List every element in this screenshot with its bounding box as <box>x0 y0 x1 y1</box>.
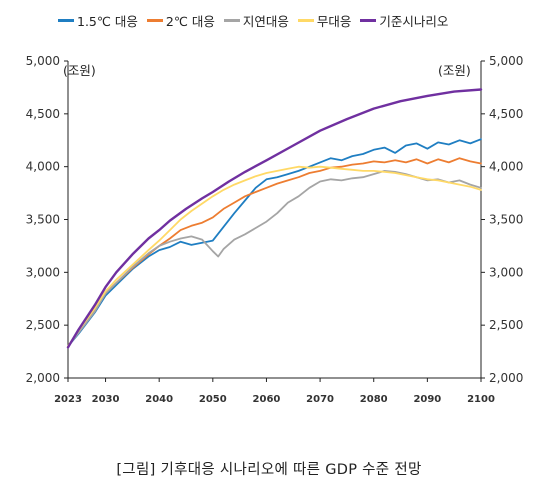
series-line-1 <box>67 138 482 348</box>
y-axis-unit-right: (조원) <box>438 63 471 78</box>
legend-item: 2℃ 대응 <box>146 11 215 30</box>
legend-swatch <box>58 19 74 22</box>
legend-item: 무대응 <box>297 11 352 30</box>
legend-label: 기준시나리오 <box>379 14 449 29</box>
y-tick-label-right: 4,000 <box>489 160 523 174</box>
y-tick-label-right: 3,500 <box>489 213 523 227</box>
y-tick-label-right: 4,500 <box>489 107 523 121</box>
legend-swatch <box>360 19 377 22</box>
x-tick-label: 2030 <box>92 394 120 405</box>
y-tick-label-left: 5,000 <box>26 54 60 68</box>
y-tick-label-left: 3,000 <box>26 265 60 279</box>
y-axis-unit-left: (조원) <box>63 63 96 78</box>
legend-label: 1.5℃ 대응 <box>77 14 138 29</box>
series-line-4 <box>67 165 482 348</box>
y-tick-label-right: 2,000 <box>489 371 523 385</box>
legend-label: 2℃ 대응 <box>165 14 215 29</box>
series-line-5 <box>66 88 483 349</box>
y-tick-label-left: 3,500 <box>26 213 60 227</box>
series-line-2 <box>67 157 482 348</box>
x-tick-label: 2070 <box>306 394 334 405</box>
x-tick-label: 2100 <box>467 394 495 405</box>
y-tick-label-left: 4,500 <box>26 107 60 121</box>
y-tick-label-right: 3,000 <box>489 265 523 279</box>
x-tick-label: 2090 <box>413 394 441 405</box>
x-tick-label: 2023 <box>54 394 82 405</box>
legend-item: 기준시나리오 <box>360 11 448 30</box>
legend-swatch <box>297 19 314 22</box>
legend-swatch <box>146 19 163 22</box>
legend-item: 1.5℃ 대응 <box>58 11 138 30</box>
y-tick-label-left: 4,000 <box>26 160 60 174</box>
x-tick-label: 2060 <box>253 394 281 405</box>
legend-label: 무대응 <box>316 14 352 29</box>
legend: 1.5℃ 대응 2℃ 대응 지연대응 무대응 기준시나리오 <box>58 11 448 30</box>
figure-caption: [그림] 기후대응 시나리오에 따른 GDP 수준 전망 <box>116 462 422 478</box>
y-tick-label-left: 2,000 <box>26 371 60 385</box>
x-tick-label: 2050 <box>199 394 227 405</box>
legend-item: 지연대응 <box>223 11 289 30</box>
y-tick-label-right: 5,000 <box>489 54 523 68</box>
y-tick-label-left: 2,500 <box>26 318 60 332</box>
x-tick-label: 2080 <box>360 394 388 405</box>
y-tick-label-right: 2,500 <box>489 318 523 332</box>
legend-swatch <box>223 19 240 22</box>
legend-label: 지연대응 <box>242 14 289 29</box>
x-tick-label: 2040 <box>145 394 173 405</box>
